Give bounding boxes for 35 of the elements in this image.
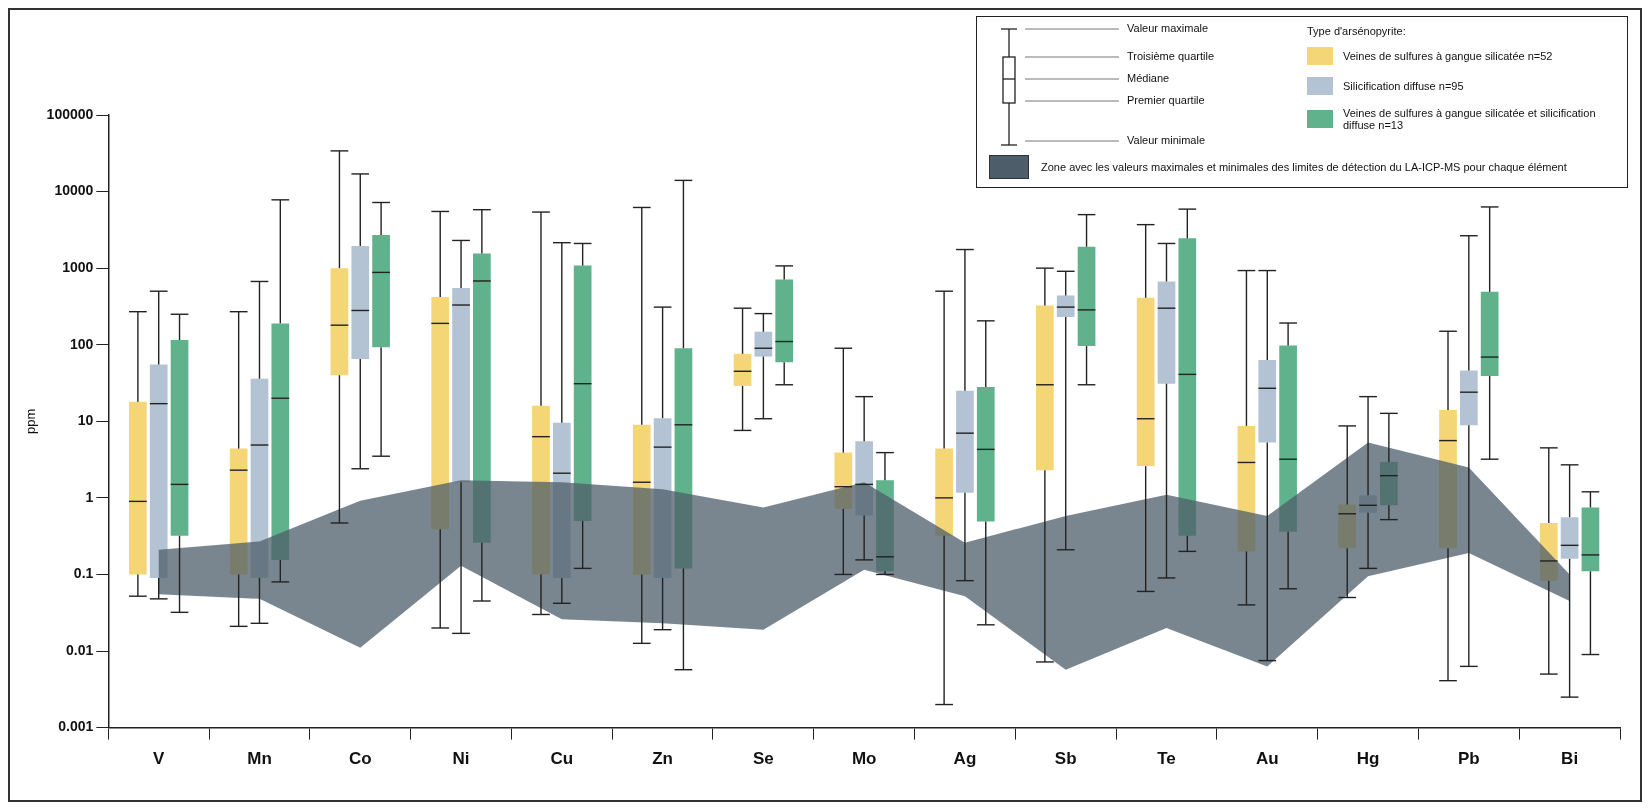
legend-title: Type d'arsénopyrite:: [1307, 25, 1406, 37]
x-tick-label: Sb: [1054, 749, 1077, 769]
x-tick-label: Hg: [1356, 749, 1380, 769]
x-tick-label: Cu: [550, 749, 574, 769]
x-tick-label: Te: [1157, 749, 1176, 769]
text: Médiane: [1127, 72, 1170, 84]
y-tick-label: 0.001: [58, 718, 94, 735]
y-axis-title: ppm: [23, 408, 39, 434]
y-tick-label: 0.01: [66, 641, 94, 658]
y-tick-label: 1: [85, 488, 94, 505]
x-tick-label: Mo: [851, 749, 877, 769]
text: Troisième quartile: [1127, 50, 1215, 62]
x-tick-label: Ag: [953, 749, 977, 769]
x-tick-label: Pb: [1457, 749, 1480, 769]
x-tick-label: Co: [348, 749, 372, 769]
x-tick-label: Au: [1255, 749, 1279, 769]
x-tick-label: Ni: [452, 749, 470, 769]
y-tick-label: 0.1: [73, 565, 94, 582]
x-tick-label: Zn: [652, 749, 673, 769]
x-tick-label: Bi: [1561, 749, 1579, 769]
y-tick-label: 1000: [62, 259, 94, 276]
legend-label: Veines de sulfures à gangue silicatée et silicification diffuse n=13: [1343, 107, 1597, 131]
legend-label: Silicification diffuse n=95: [1343, 80, 1464, 92]
x-tick-label: V: [153, 749, 166, 769]
x-tick-label: Mn: [247, 749, 272, 769]
y-tick-label: 10: [77, 412, 94, 429]
y-tick-label: 100: [69, 335, 94, 352]
text: Valeur maximale: [1127, 22, 1209, 34]
x-tick-label: Se: [752, 749, 774, 769]
text: Premier quartile: [1127, 94, 1205, 106]
y-tick-label: 10000: [54, 182, 94, 199]
legend-label: Zone avec les valeurs maximales et minimales des limites de détection du LA-ICP-MS pour chaque élément: [1041, 161, 1567, 173]
y-tick-label: 100000: [46, 105, 94, 122]
legend-label: Veines de sulfures à gangue silicatée n=52: [1343, 50, 1553, 62]
annotation: Valeur minimale: [1127, 134, 1206, 146]
